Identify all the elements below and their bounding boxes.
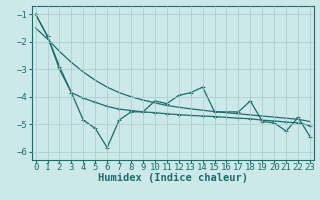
X-axis label: Humidex (Indice chaleur): Humidex (Indice chaleur) [98,173,248,183]
